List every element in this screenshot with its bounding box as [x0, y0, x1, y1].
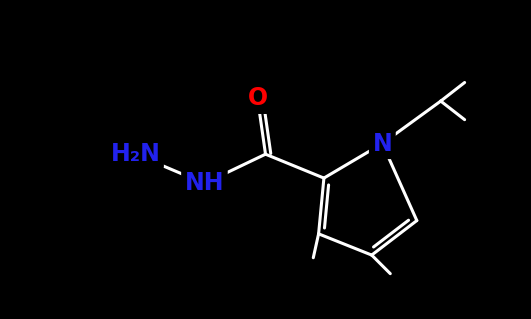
Text: O: O	[247, 86, 268, 110]
Text: N: N	[372, 131, 392, 156]
Text: H₂N: H₂N	[110, 142, 160, 166]
Text: NH: NH	[185, 171, 224, 196]
